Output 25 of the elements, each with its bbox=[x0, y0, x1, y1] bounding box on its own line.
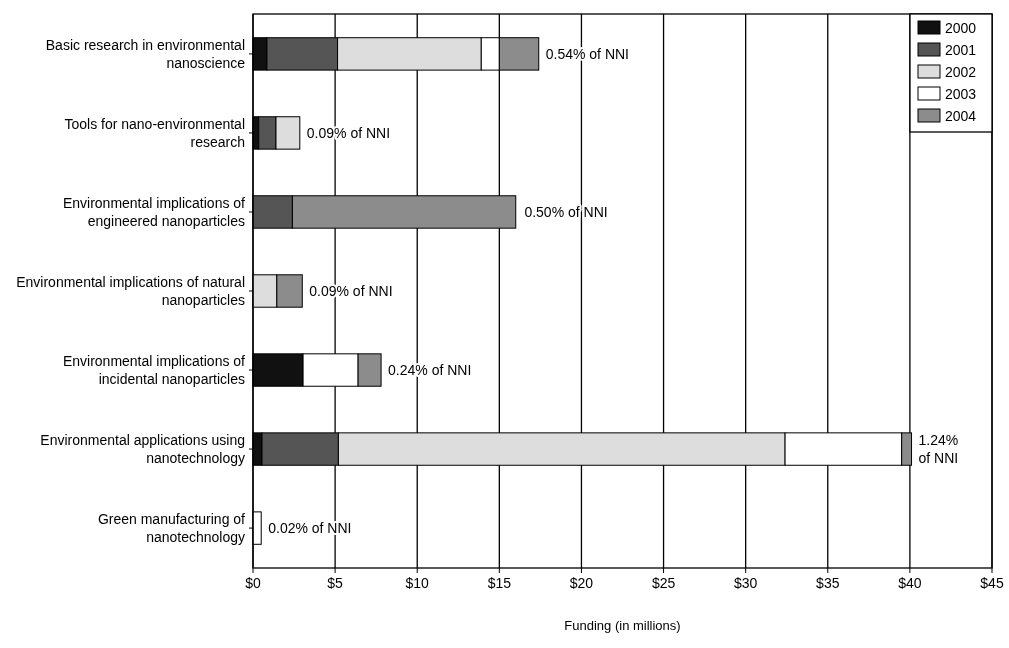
y-tick-label: Environmental implications of incidental nanoparticles bbox=[62, 353, 246, 388]
y-tick-label: Environmental implications of natural nanoparticles bbox=[16, 274, 245, 308]
x-tick-label: $15 bbox=[487, 575, 512, 591]
annotation: 0.50% of NNI bbox=[524, 203, 608, 220]
y-tick-label: Environmental applications using nanotechnology bbox=[40, 432, 245, 467]
y-tick-label: Basic research in environmental nanoscience bbox=[45, 36, 246, 71]
x-tick-label: $30 bbox=[733, 575, 758, 591]
legend-label: 2000 bbox=[945, 20, 977, 36]
x-tick-label: $5 bbox=[327, 575, 344, 591]
x-axis-title: Funding (in millions) bbox=[564, 618, 681, 633]
y-tick-label: Tools for nano-environmental research bbox=[64, 115, 245, 150]
x-tick-label: $25 bbox=[651, 575, 676, 591]
legend-label: 2004 bbox=[945, 108, 977, 124]
legend-label: 2001 bbox=[945, 42, 977, 58]
y-tick-label: Green manufacturing of nanotechnology bbox=[97, 511, 246, 546]
x-tick-label: $45 bbox=[980, 575, 1004, 591]
x-tick-label: $20 bbox=[569, 575, 594, 591]
x-tick-label: $40 bbox=[898, 575, 922, 591]
x-tick-label: $10 bbox=[405, 575, 430, 591]
x-tick-label: $0 bbox=[245, 575, 261, 591]
y-tick-label: Environmental implications of engineered nanoparticles bbox=[62, 194, 246, 229]
legend-label: 2002 bbox=[945, 64, 977, 80]
legend-label: 2003 bbox=[945, 86, 977, 102]
annotation: 1.24% of NNI bbox=[918, 432, 959, 467]
x-tick-label: $35 bbox=[816, 575, 840, 591]
